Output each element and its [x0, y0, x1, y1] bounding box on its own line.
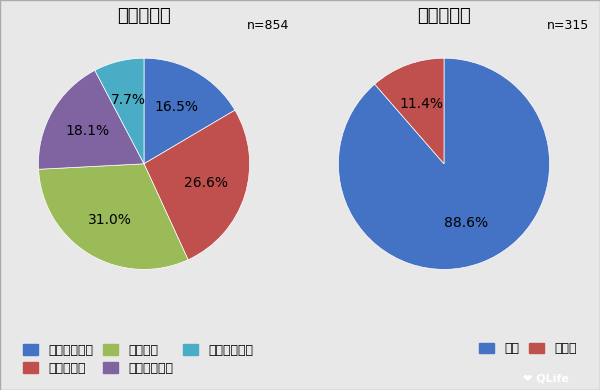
- Wedge shape: [38, 164, 188, 269]
- Wedge shape: [95, 58, 144, 164]
- Text: 18.1%: 18.1%: [65, 124, 109, 138]
- Title: 副作用について医師に
相談したか: 副作用について医師に 相談したか: [390, 0, 498, 25]
- Legend: はい, いいえ: はい, いいえ: [474, 337, 582, 360]
- Text: 11.4%: 11.4%: [400, 98, 444, 112]
- Text: 16.5%: 16.5%: [154, 100, 199, 114]
- Wedge shape: [38, 70, 144, 169]
- Text: ❤ QLife: ❤ QLife: [523, 373, 569, 383]
- Text: n=315: n=315: [547, 19, 589, 32]
- Legend: おおいにある, かなりある, 多少ある, わずかにある, まったくない: おおいにある, かなりある, 多少ある, わずかにある, まったくない: [18, 339, 258, 380]
- Wedge shape: [338, 58, 550, 269]
- Text: 26.6%: 26.6%: [184, 176, 229, 190]
- Title: 抗がん剤副作用で悩んだ
経験の有無: 抗がん剤副作用で悩んだ 経験の有無: [85, 0, 203, 25]
- Text: 7.7%: 7.7%: [111, 93, 146, 107]
- Text: 88.6%: 88.6%: [444, 216, 488, 230]
- Wedge shape: [144, 58, 235, 164]
- Wedge shape: [144, 110, 250, 260]
- Text: 31.0%: 31.0%: [88, 213, 132, 227]
- Text: n=854: n=854: [247, 19, 289, 32]
- Wedge shape: [374, 58, 444, 164]
